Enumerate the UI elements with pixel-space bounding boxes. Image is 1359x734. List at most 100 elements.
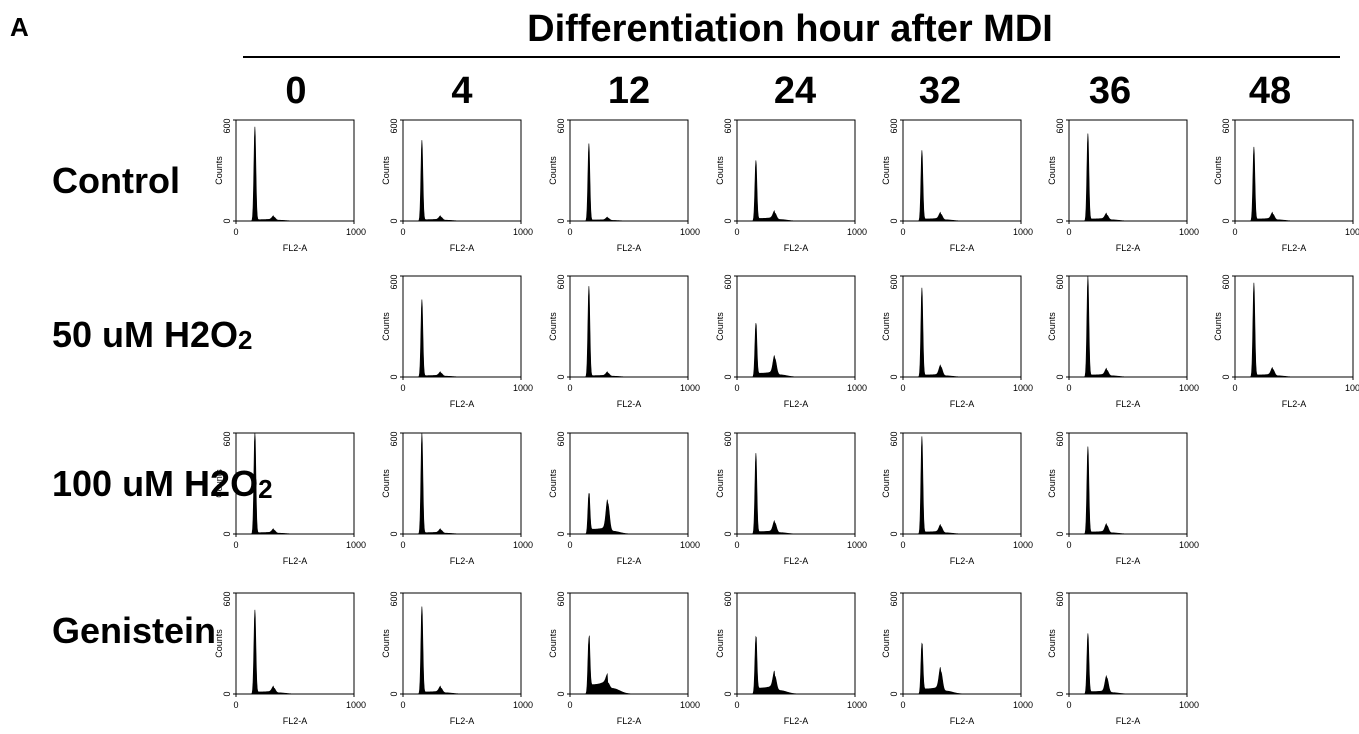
y-tick-label: 600 [389,431,399,446]
x-axis-label: FL2-A [617,399,642,409]
y-axis-label: Counts [548,156,558,185]
x-tick-label: 0 [1232,383,1237,393]
y-tick-label: 600 [1221,118,1231,133]
x-tick-label: 1000 [513,227,533,237]
histogram-area [903,287,1021,378]
row-label-subscript: 2 [238,325,253,355]
histogram-r4-c2: 0 1000 FL2-A 0 600 Counts [381,591,533,726]
histogram-r1-c1: 0 1000 FL2-A 0 600 Counts [214,118,366,253]
histogram-area [570,493,688,535]
column-label-4: 4 [451,70,473,112]
histogram-area [236,126,354,222]
x-tick-label: 1000 [680,227,700,237]
y-axis-label: Counts [1213,156,1223,185]
x-tick-label: 1000 [1179,383,1199,393]
y-axis-label: Counts [381,156,391,185]
x-tick-label: 1000 [1345,383,1359,393]
histogram-r4-c6: 0 1000 FL2-A 0 600 Counts [1047,591,1199,726]
x-tick-label: 0 [567,227,572,237]
column-label-48: 48 [1248,70,1292,112]
y-tick-label: 0 [556,531,566,536]
histogram-r3-c4: 0 1000 FL2-A 0 600 Counts [715,431,867,566]
histogram-r4-c3: 0 1000 FL2-A 0 600 Counts [548,591,700,726]
y-axis-label: Counts [548,312,558,341]
y-tick-label: 600 [556,118,566,133]
x-tick-label: 1000 [680,540,700,550]
y-tick-label: 600 [723,431,733,446]
histogram-area [737,635,855,695]
y-tick-label: 600 [389,591,399,606]
y-tick-label: 0 [389,218,399,223]
x-tick-label: 1000 [1179,227,1199,237]
row-label-subscript: 2 [258,474,273,504]
x-tick-label: 0 [1066,227,1071,237]
x-axis-label: FL2-A [950,556,975,566]
x-tick-label: 0 [400,540,405,550]
y-tick-label: 0 [1221,218,1231,223]
y-axis-label: Counts [715,312,725,341]
x-tick-label: 0 [233,227,238,237]
y-axis-label: Counts [214,156,224,185]
row-label-text: 50 uM H2O [52,314,239,355]
x-tick-label: 1000 [1013,540,1033,550]
y-tick-label: 600 [222,118,232,133]
x-axis-label: FL2-A [1116,243,1141,253]
histogram-r3-c6: 0 1000 FL2-A 0 600 Counts [1047,431,1199,566]
histogram-r3-c2: 0 1000 FL2-A 0 600 Counts [381,431,533,566]
y-tick-label: 0 [889,531,899,536]
x-tick-label: 0 [900,540,905,550]
x-axis-label: FL2-A [784,716,809,726]
x-tick-label: 0 [734,700,739,710]
histogram-area [903,436,1021,535]
x-tick-label: 0 [900,383,905,393]
histogram-area [403,606,521,695]
x-tick-label: 0 [400,227,405,237]
x-tick-label: 1000 [680,700,700,710]
row-label-text: Genistein [52,610,217,651]
y-axis-label: Counts [1213,312,1223,341]
y-tick-label: 0 [1055,531,1065,536]
y-tick-label: 0 [556,374,566,379]
histogram-area [1069,633,1187,695]
histogram-r1-c6: 0 1000 FL2-A 0 600 Counts [1047,118,1199,253]
y-tick-label: 600 [556,431,566,446]
y-tick-label: 0 [723,374,733,379]
x-tick-label: 1000 [1013,383,1033,393]
y-tick-label: 0 [222,531,232,536]
histogram-r1-c7: 0 1000 FL2-A 0 600 Counts [1213,118,1359,253]
y-axis-label: Counts [881,629,891,658]
histogram-area [236,432,354,535]
column-label-32: 32 [918,70,962,112]
y-tick-label: 600 [889,118,899,133]
x-axis-label: FL2-A [283,716,308,726]
histogram-r3-c3: 0 1000 FL2-A 0 600 Counts [548,431,700,566]
y-tick-label: 600 [723,591,733,606]
x-tick-label: 0 [1066,700,1071,710]
x-tick-label: 0 [900,700,905,710]
histogram-area [1069,133,1187,222]
y-tick-label: 600 [723,118,733,133]
histogram-area [403,432,521,535]
row-label-text: 100 uM H2O [52,463,259,504]
y-tick-label: 600 [723,274,733,289]
y-tick-label: 600 [1055,591,1065,606]
x-tick-label: 1000 [1179,700,1199,710]
figure-header: Differentiation hour after MDI [527,8,1053,50]
histogram-area [1235,146,1353,222]
y-axis-label: Counts [1047,156,1057,185]
x-tick-label: 0 [233,700,238,710]
y-tick-label: 0 [889,691,899,696]
y-tick-label: 600 [556,591,566,606]
y-axis-label: Counts [881,312,891,341]
x-tick-label: 0 [734,383,739,393]
y-tick-label: 0 [1055,218,1065,223]
x-axis-label: FL2-A [1282,399,1307,409]
y-axis-label: Counts [381,312,391,341]
x-axis-label: FL2-A [450,556,475,566]
y-axis-label: Counts [881,469,891,498]
x-tick-label: 0 [1232,227,1237,237]
y-axis-label: Counts [715,156,725,185]
x-tick-label: 1000 [513,700,533,710]
x-axis-label: FL2-A [617,243,642,253]
y-tick-label: 600 [222,591,232,606]
